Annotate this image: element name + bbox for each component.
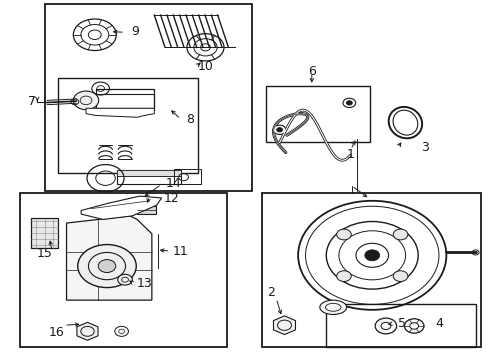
Text: 8: 8 bbox=[185, 113, 193, 126]
Circle shape bbox=[342, 98, 355, 108]
Bar bbox=[31, 218, 58, 248]
Text: 9: 9 bbox=[131, 25, 139, 38]
Text: 10: 10 bbox=[197, 60, 213, 73]
Circle shape bbox=[404, 319, 423, 333]
Text: 1: 1 bbox=[346, 148, 354, 161]
Circle shape bbox=[364, 250, 379, 261]
Bar bbox=[137, 206, 156, 214]
Polygon shape bbox=[86, 108, 154, 117]
Circle shape bbox=[73, 91, 99, 110]
Circle shape bbox=[276, 128, 282, 132]
Text: 7: 7 bbox=[28, 95, 36, 108]
Polygon shape bbox=[77, 322, 98, 340]
Bar bbox=[44, 4, 251, 191]
Circle shape bbox=[346, 101, 351, 105]
Text: 15: 15 bbox=[37, 247, 52, 260]
Bar bbox=[266, 86, 369, 142]
Circle shape bbox=[336, 271, 350, 282]
Text: 12: 12 bbox=[163, 192, 179, 205]
Circle shape bbox=[392, 271, 407, 282]
Text: 2: 2 bbox=[267, 287, 275, 300]
Text: 4: 4 bbox=[435, 317, 443, 330]
Circle shape bbox=[78, 244, 136, 288]
Text: 14: 14 bbox=[165, 177, 182, 190]
Ellipse shape bbox=[319, 300, 346, 315]
Text: 6: 6 bbox=[307, 65, 315, 78]
Polygon shape bbox=[117, 170, 181, 176]
Bar bbox=[173, 169, 200, 184]
Bar bbox=[20, 193, 227, 347]
Circle shape bbox=[273, 125, 285, 134]
Text: 5: 5 bbox=[397, 317, 405, 330]
Bar bbox=[86, 94, 154, 108]
Text: 3: 3 bbox=[420, 141, 428, 154]
Polygon shape bbox=[66, 216, 152, 300]
Text: 13: 13 bbox=[136, 278, 152, 291]
Text: 11: 11 bbox=[172, 244, 187, 257]
Bar bbox=[261, 193, 480, 347]
Bar bbox=[326, 304, 475, 347]
Bar bbox=[58, 78, 198, 173]
Polygon shape bbox=[81, 196, 161, 220]
Polygon shape bbox=[273, 316, 295, 334]
Circle shape bbox=[115, 326, 128, 336]
Bar bbox=[117, 170, 181, 184]
Circle shape bbox=[98, 260, 116, 273]
Bar bbox=[96, 89, 154, 110]
Circle shape bbox=[392, 229, 407, 240]
Circle shape bbox=[374, 318, 396, 334]
Circle shape bbox=[336, 229, 350, 240]
Text: 16: 16 bbox=[49, 325, 64, 338]
Circle shape bbox=[118, 274, 132, 285]
